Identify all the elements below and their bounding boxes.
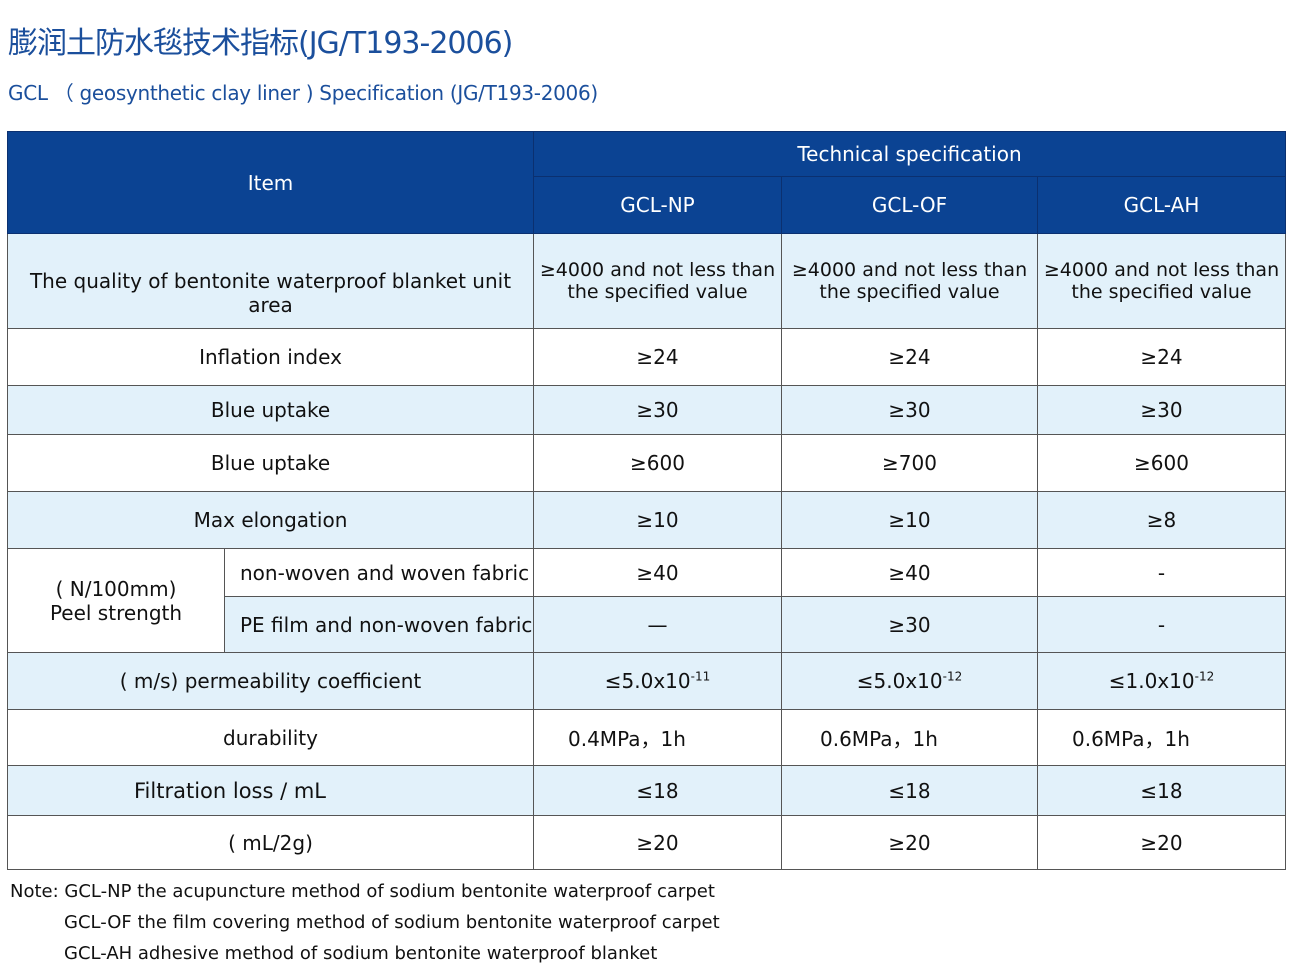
row-item: Filtration loss / mL <box>7 765 534 816</box>
cell: 0.4MPa，1h <box>533 709 782 766</box>
exponent: -11 <box>690 669 711 684</box>
value: ≤5.0x10 <box>604 669 691 693</box>
cell: ≤5.0x10-11 <box>533 652 782 710</box>
row-item: The quality of bentonite waterproof blan… <box>7 233 534 329</box>
page-subtitle: GCL （ geosynthetic clay liner ) Specific… <box>8 81 598 105</box>
cell: 0.6MPa，1h <box>781 709 1038 766</box>
page-title: 膨润土防水毯技术指标(JG/T193-2006) <box>8 26 513 61</box>
row-item: PE film and non-woven fabric <box>224 596 534 653</box>
cell: ≤18 <box>781 765 1038 816</box>
table-row: The quality of bentonite waterproof blan… <box>7 233 1286 329</box>
row-item: Inflation index <box>7 328 534 386</box>
cell: ≥40 <box>781 548 1038 597</box>
cell: ≥24 <box>781 328 1038 386</box>
row-item: ( m/s) permeability coefficient <box>7 652 534 710</box>
cell: ≥40 <box>533 548 782 597</box>
cell: - <box>1037 548 1286 597</box>
col-gcl-np: GCL-NP <box>533 176 782 234</box>
table-row: Filtration loss / mL ≤18 ≤18 ≤18 <box>7 765 1286 816</box>
cell: ≥30 <box>1037 385 1286 435</box>
cell: ≥600 <box>533 434 782 492</box>
cell: ≥30 <box>533 385 782 435</box>
note-np: Note: GCL-NP the acupuncture method of s… <box>10 881 715 902</box>
row-item: Blue uptake <box>7 385 534 435</box>
item-header: Item <box>7 131 534 234</box>
exponent: -12 <box>942 669 963 684</box>
table-row: Blue uptake ≥30 ≥30 ≥30 <box>7 385 1286 435</box>
peel-strength-label: ( N/100mm) Peel strength <box>7 548 225 653</box>
col-gcl-ah: GCL-AH <box>1037 176 1286 234</box>
table-row: durability 0.4MPa，1h 0.6MPa，1h 0.6MPa，1h <box>7 709 1286 766</box>
exponent: -12 <box>1194 669 1215 684</box>
peel-name: Peel strength <box>49 600 183 625</box>
cell: ≥10 <box>533 491 782 549</box>
cell: ≥4000 and not less than the specified va… <box>781 233 1038 329</box>
row-item: ( mL/2g) <box>7 815 534 870</box>
table-row: ( mL/2g) ≥20 ≥20 ≥20 <box>7 815 1286 870</box>
cell: ≥30 <box>781 596 1038 653</box>
cell: ≥4000 and not less than the specified va… <box>533 233 782 329</box>
table-row: Max elongation ≥10 ≥10 ≥8 <box>7 491 1286 549</box>
cell: ≤1.0x10-12 <box>1037 652 1286 710</box>
cell: ≤18 <box>1037 765 1286 816</box>
value: ≤5.0x10 <box>856 669 943 693</box>
table-row: ( N/100mm) Peel strength non-woven and w… <box>7 548 1286 653</box>
cell: ≥8 <box>1037 491 1286 549</box>
row-item: Max elongation <box>7 491 534 549</box>
spec-table: Item Technical specification GCL-NP GCL-… <box>7 131 1286 870</box>
value: ≤1.0x10 <box>1108 669 1195 693</box>
table-row: Blue uptake ≥600 ≥700 ≥600 <box>7 434 1286 492</box>
table-row: Inflation index ≥24 ≥24 ≥24 <box>7 328 1286 386</box>
row-item: non-woven and woven fabric <box>224 548 534 597</box>
cell: ≥30 <box>781 385 1038 435</box>
cell: ≥10 <box>781 491 1038 549</box>
cell: ≥700 <box>781 434 1038 492</box>
note-ah: GCL-AH adhesive method of sodium bentoni… <box>64 943 658 964</box>
cell: ≥600 <box>1037 434 1286 492</box>
cell: ≤5.0x10-12 <box>781 652 1038 710</box>
cell: — <box>533 596 782 653</box>
row-item: Blue uptake <box>7 434 534 492</box>
cell: ≥20 <box>781 815 1038 870</box>
cell: 0.6MPa，1h <box>1037 709 1286 766</box>
note-of: GCL-OF the film covering method of sodiu… <box>64 912 720 933</box>
spec-header: Technical specification <box>533 131 1286 177</box>
table-row: ( m/s) permeability coefficient ≤5.0x10-… <box>7 652 1286 710</box>
peel-unit: ( N/100mm) <box>55 576 177 601</box>
row-item: durability <box>7 709 534 766</box>
cell: ≥24 <box>1037 328 1286 386</box>
cell: ≥24 <box>533 328 782 386</box>
notes: Note: GCL-NP the acupuncture method of s… <box>10 876 720 969</box>
cell: ≥4000 and not less than the specified va… <box>1037 233 1286 329</box>
cell: ≥20 <box>533 815 782 870</box>
col-gcl-of: GCL-OF <box>781 176 1038 234</box>
cell: ≥20 <box>1037 815 1286 870</box>
cell: ≤18 <box>533 765 782 816</box>
cell: - <box>1037 596 1286 653</box>
